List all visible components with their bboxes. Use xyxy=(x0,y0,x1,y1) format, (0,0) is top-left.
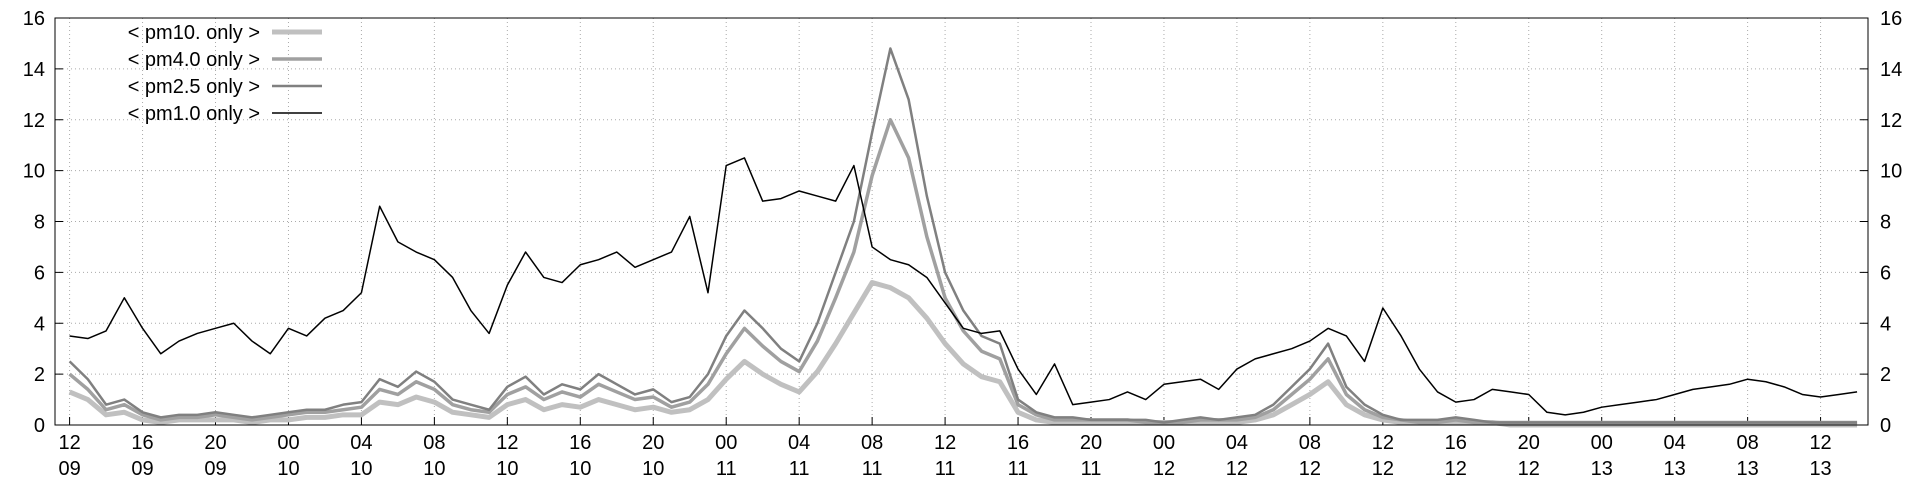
x-tick-label: 20 10 xyxy=(642,432,664,480)
x-tick-label: 16 12 xyxy=(1445,432,1467,480)
legend-label: < pm10. only > xyxy=(128,22,260,44)
y-tick-label: 14 xyxy=(23,59,45,81)
y2-tick-label: 4 xyxy=(1880,313,1891,335)
legend-label: < pm4.0 only > xyxy=(128,49,260,71)
y-tick-label: 4 xyxy=(34,313,45,335)
y2-tick-label: 6 xyxy=(1880,262,1891,284)
y2-tick-label: 12 xyxy=(1880,110,1902,132)
y-tick-label: 10 xyxy=(23,161,45,183)
x-tick-label: 12 11 xyxy=(934,432,956,480)
x-tick-label: 08 12 xyxy=(1299,432,1321,480)
x-tick-label: 00 10 xyxy=(277,432,299,480)
y2-tick-label: 14 xyxy=(1880,59,1902,81)
x-tick-label: 12 09 xyxy=(58,432,80,480)
y-tick-label: 16 xyxy=(23,8,45,30)
plot-frame xyxy=(54,17,1869,426)
data-line xyxy=(69,157,1858,416)
x-tick-label: 04 13 xyxy=(1664,432,1686,480)
x-tick-label: 00 11 xyxy=(715,432,737,480)
x-tick-label: 04 10 xyxy=(350,432,372,480)
x-tick-label: 08 10 xyxy=(423,432,445,480)
y-tick-label: 8 xyxy=(34,212,45,234)
y-tick-label: 6 xyxy=(34,262,45,284)
x-tick-label: 16 11 xyxy=(1007,432,1029,480)
data-line xyxy=(68,280,1858,428)
x-tick-label: 16 10 xyxy=(569,432,591,480)
y2-tick-label: 8 xyxy=(1880,212,1891,234)
legend-label: < pm2.5 only > xyxy=(128,76,260,98)
y2-tick-label: 10 xyxy=(1880,161,1902,183)
data-line xyxy=(68,47,1858,424)
y2-tick-label: 0 xyxy=(1880,415,1891,437)
y-tick-label: 12 xyxy=(23,110,45,132)
x-tick-label: 04 12 xyxy=(1226,432,1248,480)
y2-tick-label: 16 xyxy=(1880,8,1902,30)
x-tick-label: 08 11 xyxy=(861,432,883,480)
x-tick-label: 08 13 xyxy=(1736,432,1758,480)
y-tick-label: 0 xyxy=(34,415,45,437)
y-tick-label: 2 xyxy=(34,364,45,386)
x-tick-label: 00 12 xyxy=(1153,432,1175,480)
x-tick-label: 20 09 xyxy=(204,432,226,480)
y2-tick-label: 2 xyxy=(1880,364,1891,386)
x-tick-label: 00 13 xyxy=(1591,432,1613,480)
x-tick-label: 20 12 xyxy=(1518,432,1540,480)
x-tick-label: 20 11 xyxy=(1080,432,1102,480)
data-line xyxy=(68,118,1858,425)
legend-label: < pm1.0 only > xyxy=(128,103,260,125)
x-tick-label: 12 12 xyxy=(1372,432,1394,480)
x-tick-label: 12 13 xyxy=(1809,432,1831,480)
x-tick-label: 04 11 xyxy=(788,432,810,480)
x-tick-label: 16 09 xyxy=(131,432,153,480)
x-tick-label: 12 10 xyxy=(496,432,518,480)
